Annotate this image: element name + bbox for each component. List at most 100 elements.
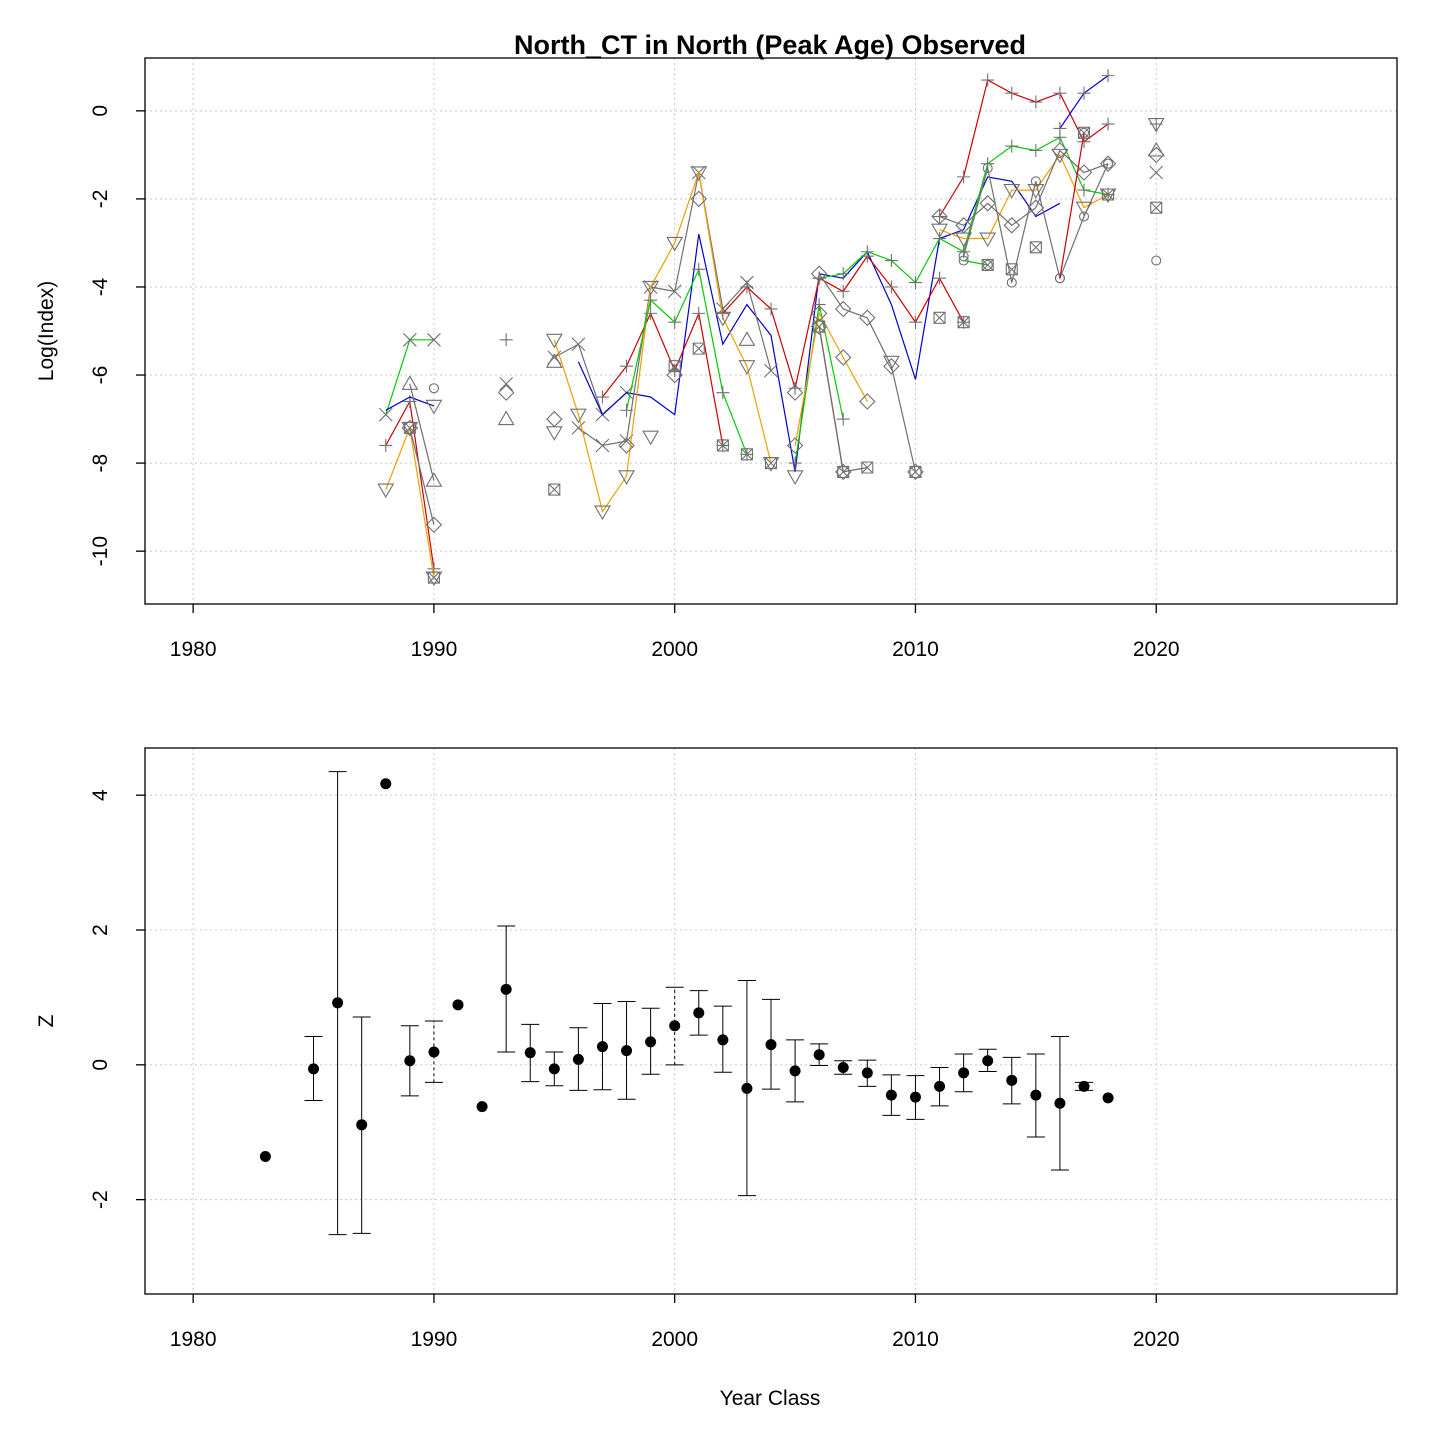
- plus-marker: [1077, 86, 1091, 100]
- z-point: [308, 1063, 320, 1075]
- triangle-down-marker: [1003, 184, 1021, 199]
- triangle-down-marker: [594, 505, 611, 521]
- plus-marker: [788, 381, 802, 395]
- z-point: [934, 1080, 946, 1092]
- diamond-marker: [1075, 164, 1093, 181]
- circle-marker: [1078, 211, 1090, 222]
- triangle-down-marker: [425, 399, 443, 415]
- x-tick-label: 1990: [411, 1328, 458, 1351]
- boxed-x-marker: [764, 457, 778, 470]
- z-point: [621, 1045, 633, 1057]
- plus-marker: [812, 298, 826, 312]
- plus-marker: [1053, 86, 1067, 100]
- x-tick-label: 2000: [651, 1328, 698, 1351]
- plus-marker: [692, 306, 706, 320]
- plus-marker: [884, 254, 898, 268]
- z-point: [548, 1063, 560, 1075]
- triangle-down-marker: [666, 236, 684, 252]
- plus-marker: [957, 170, 971, 184]
- plus-marker: [740, 280, 754, 294]
- plus-marker: [933, 232, 947, 246]
- z-point: [572, 1053, 584, 1065]
- boxed-x-marker: [740, 448, 753, 461]
- plus-marker: [1029, 143, 1043, 157]
- diamond-marker: [497, 384, 515, 401]
- plus-marker: [1029, 95, 1043, 109]
- series-line: [409, 427, 435, 525]
- triangle-up-marker: [425, 472, 443, 487]
- y-tick-label: -10: [89, 536, 112, 566]
- boxed-x-marker: [909, 465, 922, 478]
- circle-marker: [1054, 273, 1065, 284]
- y-tick-label: 4: [89, 789, 112, 801]
- plus-marker: [692, 262, 706, 276]
- plus-marker: [836, 267, 850, 281]
- plus-marker: [379, 438, 393, 452]
- boxed-x-marker: [933, 311, 946, 324]
- x-marker: [1149, 165, 1164, 180]
- diamond-marker: [1051, 142, 1069, 159]
- z-panel: 1980 1990 2000 2010 2020 4 2 0 -2 Z Year Class: [35, 747, 1398, 1410]
- boxed-x-marker: [668, 360, 681, 373]
- circle-marker: [1030, 176, 1041, 187]
- z-point: [693, 1007, 705, 1019]
- plus-marker: [908, 276, 922, 290]
- boxed-x-marker: [427, 571, 440, 584]
- x-marker: [571, 337, 586, 352]
- plus-marker: [884, 280, 898, 294]
- diamond-marker: [955, 217, 972, 234]
- triangle-up-marker: [545, 353, 563, 368]
- z-point: [476, 1101, 488, 1113]
- y-tick-label: -6: [89, 366, 112, 385]
- boxed-x-marker: [548, 483, 561, 496]
- circle-marker: [958, 255, 969, 266]
- triangle-down-marker: [569, 408, 587, 424]
- triangle-down-marker: [618, 470, 635, 485]
- diamond-marker: [690, 190, 708, 208]
- plus-marker: [644, 293, 658, 307]
- triangle-down-marker: [690, 166, 708, 182]
- z-point: [1102, 1092, 1114, 1104]
- boxed-x-marker: [957, 316, 970, 329]
- plus-marker: [716, 306, 730, 320]
- plus-marker: [908, 315, 922, 329]
- triangle-up-marker: [497, 410, 515, 426]
- plot-frame: [144, 57, 1398, 605]
- triangle-down-marker: [882, 355, 900, 371]
- series-line: [963, 163, 1109, 283]
- y-tick-label: 0: [89, 1059, 112, 1071]
- y-tick-label: -2: [89, 1190, 112, 1209]
- z-point: [1078, 1080, 1090, 1092]
- plus-marker: [1005, 139, 1019, 153]
- plus-marker: [788, 456, 802, 470]
- x-marker: [595, 438, 610, 453]
- boxed-x-marker: [1005, 263, 1018, 276]
- diamond-marker: [834, 349, 852, 366]
- z-point: [837, 1062, 849, 1074]
- plus-marker: [427, 562, 441, 576]
- plus-marker: [1101, 117, 1115, 131]
- triangle-down-marker: [1051, 148, 1069, 164]
- plus-marker: [933, 271, 947, 285]
- circle-marker: [1006, 277, 1017, 288]
- series-layer: [259, 771, 1114, 1236]
- triangle-down-marker: [545, 333, 563, 349]
- diamond-marker: [1027, 199, 1045, 216]
- plus-marker: [668, 315, 682, 329]
- plus-marker: [812, 271, 826, 285]
- z-point: [596, 1041, 608, 1053]
- diamond-marker: [931, 208, 948, 225]
- triangle-down-marker: [738, 360, 756, 375]
- z-point: [259, 1150, 271, 1162]
- diamond-marker: [666, 366, 683, 384]
- circle-marker: [982, 259, 993, 271]
- diamond-marker: [859, 309, 876, 327]
- triangle-down-marker: [979, 232, 997, 248]
- series-line: [818, 273, 917, 473]
- boxed-x-marker: [837, 465, 850, 478]
- plus-marker: [1101, 69, 1115, 83]
- plus-marker: [836, 412, 850, 426]
- z-point: [524, 1047, 536, 1059]
- z-point: [1006, 1074, 1018, 1086]
- triangle-up-marker: [401, 375, 419, 390]
